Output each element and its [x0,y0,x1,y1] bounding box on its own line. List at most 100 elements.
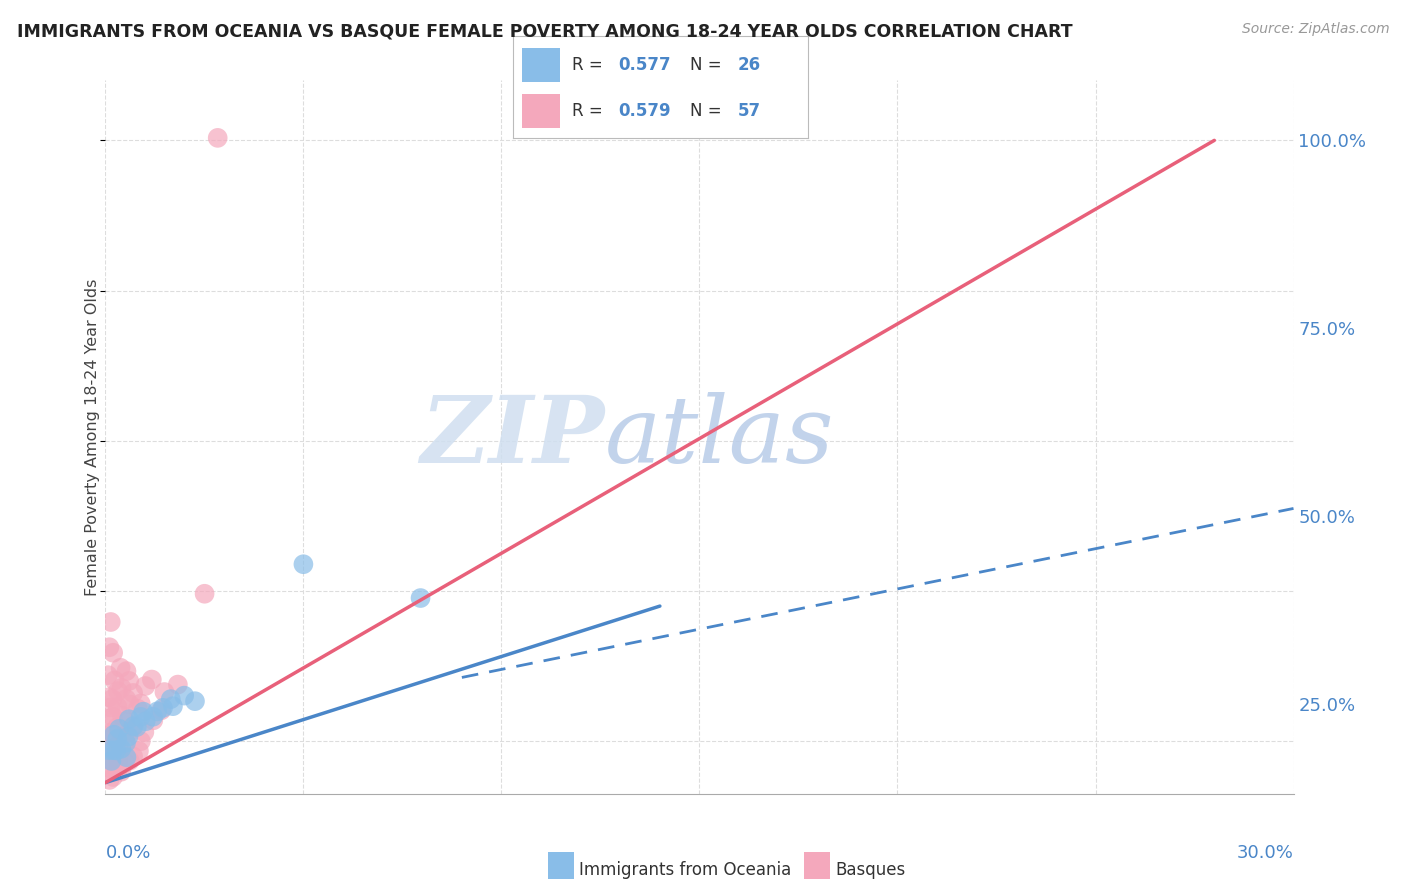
Point [121,720,143,734]
Point [105,743,128,757]
Point [97,733,120,747]
Point [111,730,134,744]
Point [101,770,124,784]
Point [292,558,315,572]
Point [107,684,129,698]
Point [159,692,181,706]
Text: ZIP: ZIP [420,392,605,482]
Point [152,701,174,715]
Point [167,677,190,691]
Point [100,754,122,768]
Point [101,692,124,706]
Point [153,685,176,699]
Point [101,741,124,756]
Point [142,714,165,728]
Point [108,745,131,759]
Text: Immigrants from Oceania: Immigrants from Oceania [579,861,792,879]
Point [146,704,169,718]
Text: 0.579: 0.579 [619,102,671,120]
Text: R =: R = [572,102,609,120]
Point [107,764,129,778]
Bar [522,48,561,82]
Point [118,698,141,712]
Point [134,725,156,739]
Point [98,761,121,775]
Point [97,668,120,682]
Point [107,739,129,753]
Point [98,690,121,705]
Point [98,772,121,787]
Point [98,711,121,725]
Point [105,721,128,735]
Point [107,755,129,769]
Point [134,679,156,693]
Point [141,673,163,687]
Point [150,703,173,717]
Text: Basques: Basques [835,861,905,879]
Point [128,744,150,758]
Text: R =: R = [572,56,609,74]
Point [111,681,134,695]
Text: 26: 26 [738,56,761,74]
Point [142,709,165,723]
Text: N =: N = [690,56,727,74]
Point [101,756,124,770]
Point [118,673,141,688]
Point [110,741,132,756]
Text: N =: N = [690,102,727,120]
Point [110,661,132,675]
Point [129,734,152,748]
Point [107,700,129,714]
Point [118,725,141,739]
Text: 0.0%: 0.0% [105,844,150,862]
Point [100,615,122,629]
Point [114,735,136,749]
Point [103,728,125,742]
Point [111,708,134,723]
Point [108,722,131,736]
Bar [522,95,561,128]
Point [127,702,149,716]
Point [132,705,155,719]
Point [115,664,138,678]
Point [110,764,132,779]
Point [122,719,145,733]
Point [98,700,121,714]
Point [105,731,128,746]
Text: 30.0%: 30.0% [1237,844,1294,862]
Point [135,714,157,729]
Point [129,710,152,724]
Point [117,730,139,744]
Point [98,640,121,655]
Point [115,692,138,706]
Point [409,591,432,605]
Point [118,754,141,768]
Text: 0.577: 0.577 [619,56,671,74]
Point [98,752,121,766]
Point [101,727,124,741]
Y-axis label: Female Poverty Among 18-24 Year Olds: Female Poverty Among 18-24 Year Olds [84,278,100,596]
Text: atlas: atlas [605,392,834,482]
Point [129,697,152,711]
Point [162,699,184,714]
Point [101,710,124,724]
Point [101,646,124,660]
Point [98,726,121,740]
Point [114,714,136,729]
Text: IMMIGRANTS FROM OCEANIA VS BASQUE FEMALE POVERTY AMONG 18-24 YEAR OLDS CORRELATI: IMMIGRANTS FROM OCEANIA VS BASQUE FEMALE… [17,22,1073,40]
Point [115,736,138,750]
Point [97,743,120,757]
Point [207,131,229,145]
Point [103,673,125,688]
Point [125,720,148,734]
Point [118,712,141,726]
Point [122,749,145,764]
Text: Source: ZipAtlas.com: Source: ZipAtlas.com [1241,22,1389,37]
Point [122,686,145,700]
Text: 57: 57 [738,102,761,120]
Point [115,750,138,764]
Point [173,689,195,703]
Point [194,587,217,601]
Point [98,743,121,757]
Point [114,756,136,770]
